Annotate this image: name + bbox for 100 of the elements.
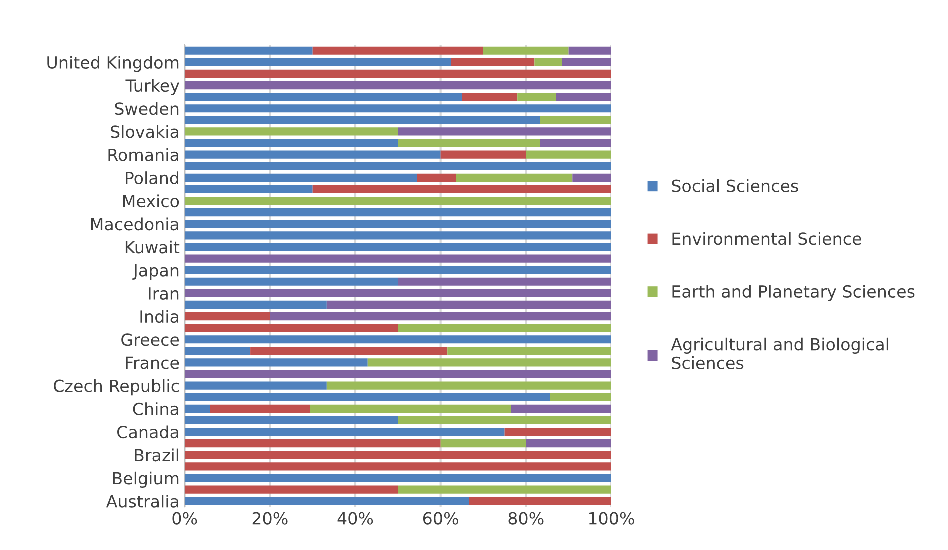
y-tick-label: Macedonia: [91, 218, 178, 231]
bar: [184, 254, 612, 263]
y-tick-label: Kuwait: [126, 240, 180, 254]
bar: [184, 289, 612, 298]
bar: [184, 336, 612, 344]
y-tick-label: Turkey: [126, 79, 180, 96]
x-tick-label: 100%: [589, 512, 634, 525]
bar: [483, 46, 569, 55]
bar: [398, 486, 612, 494]
bar: [184, 347, 251, 356]
bar: [184, 58, 452, 66]
bar: [184, 128, 398, 136]
bar: [440, 440, 526, 448]
bar: [448, 347, 612, 356]
bar: [550, 393, 612, 402]
bar: [398, 128, 612, 136]
bar: [184, 382, 327, 390]
bar: [312, 185, 612, 194]
bar: [326, 300, 612, 310]
bar: [250, 347, 448, 356]
y-tick-label: Czech Republic: [54, 379, 179, 396]
x-tick-label: 20%: [252, 512, 288, 525]
legend-label: Environmental Science: [672, 232, 862, 246]
bar: [184, 116, 540, 124]
bar: [184, 162, 612, 170]
bar: [184, 370, 612, 378]
bar: [534, 58, 562, 66]
bar: [184, 208, 612, 217]
y-tick-label: Brazil: [135, 448, 178, 462]
bar: [326, 382, 612, 390]
bar: [184, 139, 398, 148]
y-tick-label: Romania: [108, 148, 178, 162]
y-tick-label: Belgium: [113, 472, 179, 488]
bar: [184, 243, 612, 252]
y-tick-label: China: [133, 402, 178, 416]
bar: [572, 174, 612, 182]
bar: [184, 451, 612, 460]
bar: [562, 58, 612, 66]
bar: [184, 440, 441, 448]
bar: [451, 58, 535, 66]
bar: [184, 428, 505, 436]
bar: [511, 404, 612, 413]
bar: [184, 393, 550, 402]
bar: [184, 70, 612, 78]
bar: [184, 358, 368, 367]
y-tick-label: Slovakia: [111, 125, 178, 138]
bar: [469, 497, 612, 506]
bar: [184, 196, 612, 206]
bar: [184, 104, 612, 113]
bar: [504, 428, 612, 436]
bar: [398, 278, 612, 286]
bar: [210, 404, 310, 413]
bar: [184, 462, 612, 471]
bar: [270, 312, 612, 321]
bar: [398, 324, 612, 332]
bar: [184, 174, 418, 182]
bar: [184, 300, 327, 310]
bar: [184, 404, 210, 413]
y-tick-label: Iran: [149, 288, 179, 300]
legend-label: Agricultural and Biological Sciences: [671, 338, 888, 370]
bar: [184, 416, 398, 425]
y-tick-label: Japan: [132, 264, 179, 280]
bar: [184, 474, 612, 482]
bar: [456, 174, 573, 182]
y-tick-label: United Kingdom: [48, 56, 179, 72]
x-tick-label: 0%: [172, 512, 198, 525]
bar: [184, 220, 612, 228]
bar: [440, 150, 526, 159]
bar: [462, 93, 518, 102]
bar: [568, 46, 612, 55]
legend-label: Social Sciences: [672, 180, 798, 192]
y-tick-label: Australia: [106, 494, 178, 508]
bar: [184, 324, 398, 332]
bar: [398, 416, 612, 425]
bar: [398, 139, 540, 148]
bar: [526, 440, 612, 448]
x-tick-label: 80%: [508, 512, 544, 525]
bar: [184, 81, 612, 90]
bar: [540, 116, 612, 124]
bar: [184, 278, 398, 286]
bar: [184, 232, 612, 240]
bar: [417, 174, 456, 182]
bar: [556, 93, 612, 102]
bar: [540, 139, 612, 148]
y-tick-label: France: [126, 356, 180, 370]
bar: [184, 46, 313, 55]
bar: [526, 150, 612, 159]
y-tick-label: Poland: [126, 172, 178, 184]
bar: [184, 185, 313, 194]
bar: [518, 93, 556, 102]
x-tick-label: 40%: [338, 512, 374, 525]
bar: [184, 93, 462, 102]
bar: [368, 358, 612, 367]
bar: [310, 404, 512, 413]
bar: [184, 312, 270, 321]
bar: [184, 266, 612, 274]
bar: [184, 497, 470, 506]
y-tick-label: India: [140, 310, 178, 324]
y-tick-label: Canada: [118, 426, 178, 439]
y-tick-label: Sweden: [115, 102, 179, 116]
